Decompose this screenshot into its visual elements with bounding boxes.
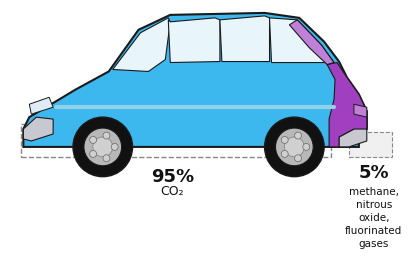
- Polygon shape: [29, 97, 53, 114]
- FancyBboxPatch shape: [349, 132, 392, 157]
- Polygon shape: [24, 13, 367, 147]
- Polygon shape: [24, 117, 53, 141]
- Polygon shape: [327, 62, 367, 147]
- Circle shape: [93, 137, 113, 157]
- Circle shape: [294, 155, 301, 162]
- Polygon shape: [270, 18, 334, 62]
- Polygon shape: [354, 104, 367, 117]
- Circle shape: [285, 137, 304, 157]
- Polygon shape: [220, 16, 270, 61]
- Circle shape: [294, 132, 301, 139]
- Circle shape: [275, 128, 313, 166]
- Circle shape: [90, 136, 97, 143]
- Polygon shape: [168, 18, 220, 62]
- Polygon shape: [290, 20, 334, 65]
- Polygon shape: [113, 18, 170, 72]
- Polygon shape: [339, 117, 367, 147]
- Circle shape: [73, 117, 133, 177]
- Circle shape: [281, 150, 288, 157]
- Circle shape: [103, 132, 110, 139]
- Text: CO₂: CO₂: [160, 185, 184, 198]
- Circle shape: [303, 143, 310, 150]
- Text: 5%: 5%: [358, 164, 389, 182]
- Circle shape: [281, 136, 288, 143]
- Text: 95%: 95%: [151, 168, 194, 186]
- Text: methane,
nitrous
oxide,
fluorinated
gases: methane, nitrous oxide, fluorinated gase…: [345, 187, 402, 249]
- Circle shape: [111, 143, 118, 150]
- Circle shape: [90, 150, 97, 157]
- Circle shape: [103, 155, 110, 162]
- Circle shape: [265, 117, 324, 177]
- Circle shape: [84, 128, 122, 166]
